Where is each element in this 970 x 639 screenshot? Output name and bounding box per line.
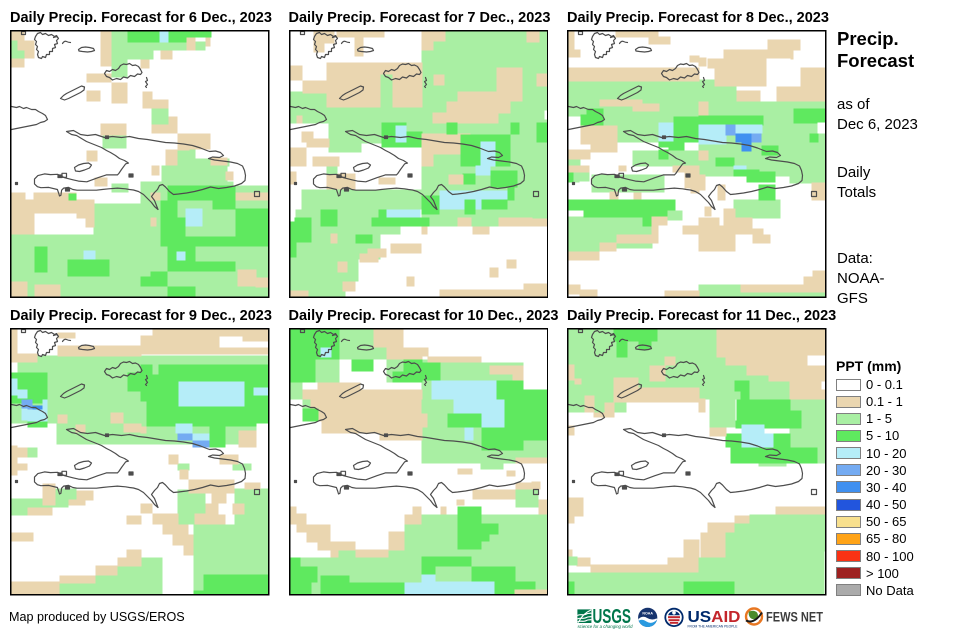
- svg-text:USAID: USAID: [688, 609, 741, 626]
- svg-text:science for a changing world: science for a changing world: [578, 624, 634, 629]
- svg-text:FROM THE AMERICAN PEOPLE: FROM THE AMERICAN PEOPLE: [688, 625, 738, 629]
- svg-text:NOAA: NOAA: [642, 611, 653, 615]
- svg-text:USGS: USGS: [593, 605, 632, 628]
- svg-text:FEWS NET: FEWS NET: [766, 609, 823, 625]
